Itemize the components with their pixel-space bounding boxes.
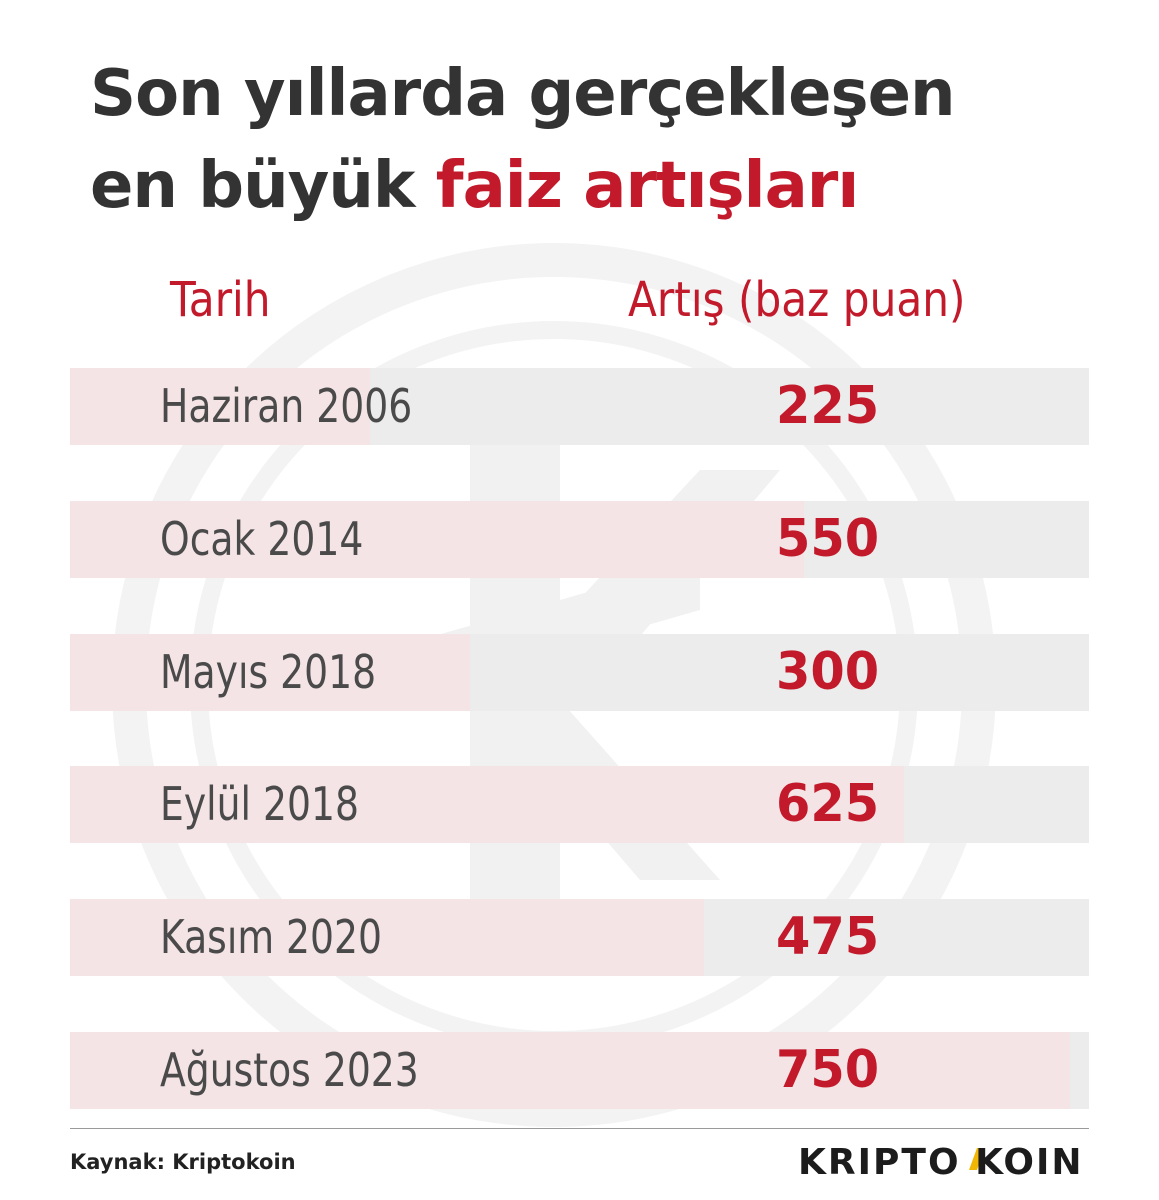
value-label: 475 <box>776 907 880 968</box>
bar <box>70 368 370 445</box>
value-label: 750 <box>776 1040 880 1100</box>
bar <box>70 500 804 578</box>
brand-part-1: KRIPTO <box>798 1142 961 1183</box>
bar <box>70 1032 1070 1109</box>
footer-divider <box>70 1128 1089 1129</box>
bar <box>70 766 904 844</box>
brand-logo: KRIPTO KOIN <box>798 1142 1084 1183</box>
title-line-1: Son yıllarda gerçekleşen <box>90 57 956 131</box>
column-header-value: Artış (baz puan) <box>628 272 966 328</box>
brand-part-2: KOIN <box>975 1142 1084 1183</box>
bar <box>70 899 704 977</box>
category-label: Ocak 2014 <box>160 511 364 566</box>
category-label: Mayıs 2018 <box>160 644 377 699</box>
source-note: Kaynak: Kriptokoin <box>70 1150 296 1174</box>
value-label: 300 <box>776 641 880 702</box>
bar <box>70 633 470 711</box>
title-line-2-prefix: en büyük <box>90 149 436 223</box>
title-line-2-accent: faiz artışları <box>435 149 859 223</box>
category-label: Eylül 2018 <box>160 777 360 832</box>
value-label: 625 <box>776 774 880 835</box>
value-label: 550 <box>776 508 880 569</box>
chart-title: Son yıllarda gerçekleşen en büyük faiz a… <box>90 48 956 232</box>
category-label: Ağustos 2023 <box>160 1043 419 1097</box>
column-header-date: Tarih <box>170 272 271 328</box>
value-label: 225 <box>776 376 880 436</box>
category-label: Haziran 2006 <box>160 379 413 433</box>
category-label: Kasım 2020 <box>160 910 383 965</box>
